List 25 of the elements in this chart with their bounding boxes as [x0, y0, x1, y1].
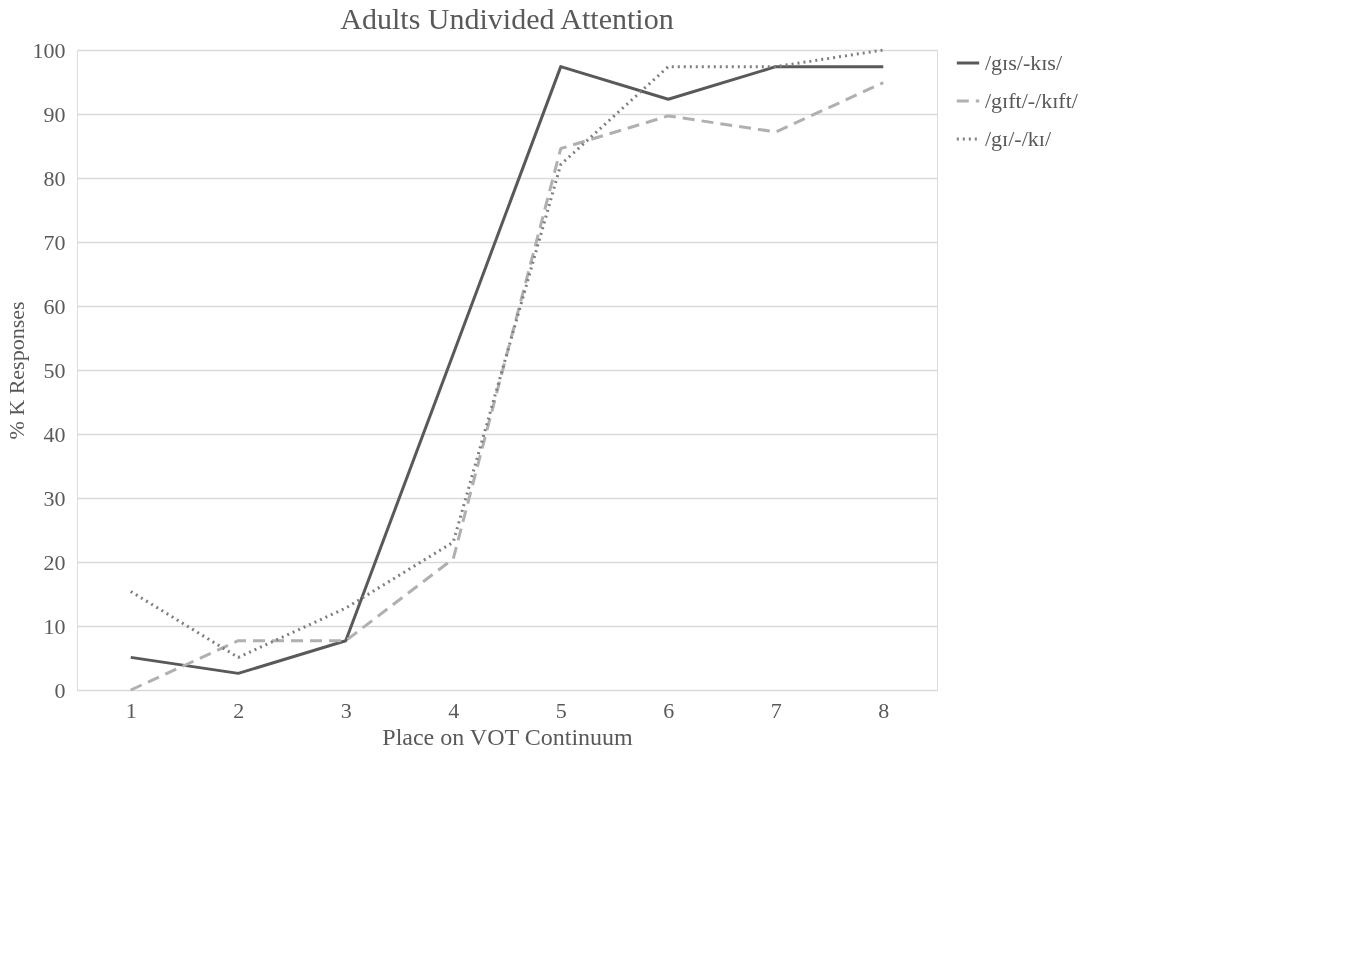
y-tick-label: 90 [43, 101, 66, 127]
x-tick-label: 5 [555, 697, 567, 723]
x-tick-label: 1 [125, 697, 137, 723]
y-tick-label: 10 [43, 613, 66, 639]
y-tick-label: 100 [32, 37, 66, 63]
chart-title: Adults Undivided Attention [340, 2, 674, 35]
x-tick-label: 3 [340, 697, 352, 723]
y-tick-label: 20 [43, 549, 66, 575]
y-tick-label: 70 [43, 229, 66, 255]
legend-label: /gɪft/-/kɪft/ [985, 88, 1079, 113]
y-tick-label: 50 [43, 357, 66, 383]
x-tick-label: 6 [663, 697, 675, 723]
y-tick-label: 60 [43, 293, 66, 319]
y-axis-title: % K Responses [3, 301, 29, 440]
y-tick-label: 80 [43, 165, 66, 191]
x-tick-label: 2 [233, 697, 245, 723]
legend-label: /gɪ/-/kɪ/ [985, 126, 1052, 151]
x-axis-title: Place on VOT Continuum [382, 723, 634, 750]
y-tick-label: 30 [43, 485, 66, 511]
x-tick-label: 7 [770, 697, 782, 723]
legend-label: /gɪs/-kɪs/ [985, 50, 1063, 75]
x-tick-label: 4 [448, 697, 460, 723]
y-tick-label: 0 [54, 677, 66, 703]
x-tick-label: 8 [878, 697, 890, 723]
y-tick-label: 40 [43, 421, 66, 447]
